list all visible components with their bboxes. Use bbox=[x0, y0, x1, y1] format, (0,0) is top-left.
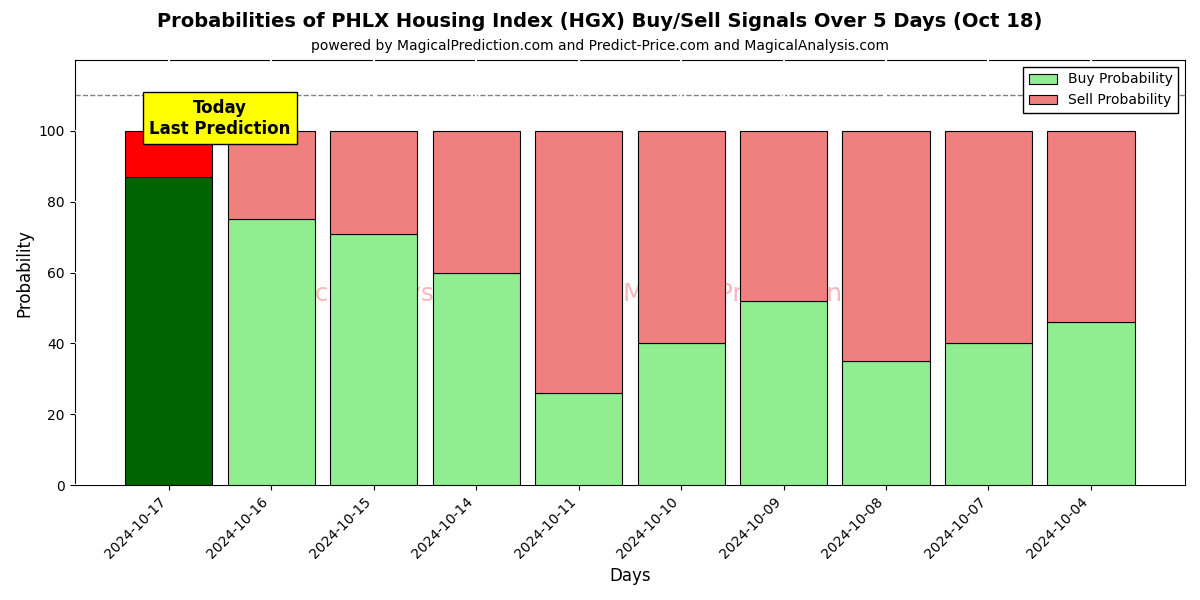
Bar bbox=[740, 301, 827, 485]
Bar bbox=[637, 131, 725, 343]
Y-axis label: Probability: Probability bbox=[16, 229, 34, 317]
Bar bbox=[842, 131, 930, 361]
Bar bbox=[432, 131, 520, 272]
Bar bbox=[944, 343, 1032, 485]
Text: Today
Last Prediction: Today Last Prediction bbox=[149, 99, 290, 138]
Bar bbox=[125, 177, 212, 485]
Bar bbox=[125, 131, 212, 177]
Text: powered by MagicalPrediction.com and Predict-Price.com and MagicalAnalysis.com: powered by MagicalPrediction.com and Pre… bbox=[311, 39, 889, 53]
Bar bbox=[535, 131, 622, 393]
Text: Probabilities of PHLX Housing Index (HGX) Buy/Sell Signals Over 5 Days (Oct 18): Probabilities of PHLX Housing Index (HGX… bbox=[157, 12, 1043, 31]
Bar bbox=[330, 131, 418, 233]
Bar bbox=[535, 393, 622, 485]
Bar bbox=[740, 131, 827, 301]
Bar bbox=[637, 343, 725, 485]
X-axis label: Days: Days bbox=[610, 567, 650, 585]
Bar bbox=[330, 233, 418, 485]
Bar bbox=[1048, 322, 1134, 485]
Bar bbox=[1048, 131, 1134, 322]
Bar bbox=[842, 361, 930, 485]
Bar bbox=[228, 220, 314, 485]
Bar bbox=[228, 131, 314, 220]
Bar bbox=[944, 131, 1032, 343]
Text: MagicalPrediction.com: MagicalPrediction.com bbox=[623, 282, 904, 306]
Bar bbox=[432, 272, 520, 485]
Text: MagicalAnalysis.com: MagicalAnalysis.com bbox=[256, 282, 516, 306]
Legend: Buy Probability, Sell Probability: Buy Probability, Sell Probability bbox=[1024, 67, 1178, 113]
